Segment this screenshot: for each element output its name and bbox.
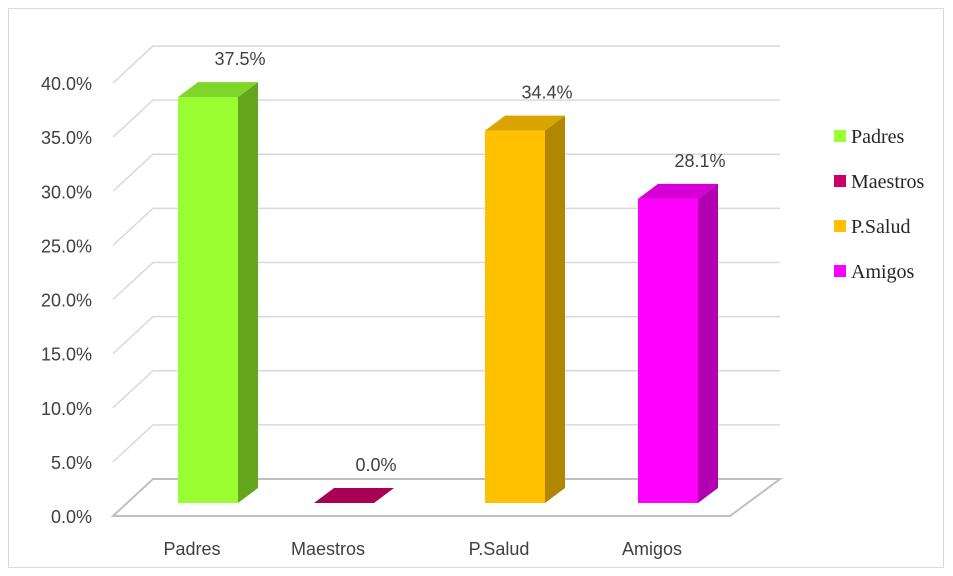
legend-item: Amigos: [834, 261, 915, 283]
y-tick-label: 5.0%: [51, 453, 92, 473]
gridline: [112, 315, 780, 355]
bar-side: [238, 82, 258, 503]
x-tick-label: Maestros: [291, 539, 365, 559]
legend-label: Amigos: [851, 261, 915, 283]
y-tick-label: 0.0%: [51, 507, 92, 527]
bar-maestros: [314, 488, 394, 503]
chart-frame: [8, 8, 944, 568]
legend-label: P.Salud: [851, 216, 910, 238]
bar-p-salud: [485, 115, 565, 504]
data-label: 37.5%: [214, 49, 265, 69]
y-tick-label: 35.0%: [41, 128, 92, 148]
x-tick-label: Padres: [163, 539, 220, 559]
chart-floor: [110, 478, 784, 517]
gridline: [112, 153, 780, 192]
bars: [178, 82, 718, 504]
legend-item: Maestros: [834, 171, 925, 193]
x-tick-label: P.Salud: [469, 539, 530, 559]
legend: Padres Maestros P.Salud Amigos: [834, 126, 925, 283]
data-labels: 37.5% 0.0% 34.4% 28.1%: [214, 49, 725, 475]
bar-front: [178, 97, 238, 503]
gridline: [112, 99, 780, 138]
y-tick-label: 25.0%: [41, 236, 92, 256]
data-label: 34.4%: [521, 83, 572, 103]
legend-item: P.Salud: [834, 216, 910, 238]
y-tick-label: 10.0%: [41, 399, 92, 419]
legend-label: Maestros: [851, 171, 925, 193]
bar-side: [545, 115, 565, 504]
y-tick-label: 15.0%: [41, 345, 92, 365]
bar-front: [485, 130, 545, 503]
y-axis-ticks: 0.0% 5.0% 10.0% 15.0% 20.0% 25.0% 30.0% 35.0% 40…: [41, 74, 92, 527]
floor-outline: [110, 478, 784, 517]
gridlines: [112, 45, 780, 463]
legend-swatch: [834, 175, 846, 187]
legend-item: Padres: [834, 126, 905, 148]
y-tick-label: 40.0%: [41, 74, 92, 94]
bar-padres: [178, 82, 258, 503]
legend-swatch: [834, 220, 846, 232]
gridline: [112, 370, 780, 409]
bar-top: [485, 115, 565, 131]
gridline: [112, 207, 780, 246]
legend-label: Padres: [851, 126, 905, 148]
gridline: [112, 261, 780, 301]
data-label: 28.1%: [674, 151, 725, 171]
bar-side: [698, 183, 718, 503]
bar-top: [178, 82, 258, 98]
x-tick-label: Amigos: [622, 539, 682, 559]
bar-top: [314, 488, 394, 503]
bar-front: [638, 198, 698, 503]
y-tick-label: 30.0%: [41, 182, 92, 202]
bar-top: [638, 183, 718, 199]
gridline: [112, 45, 780, 84]
legend-swatch: [834, 130, 846, 142]
bar-amigos: [638, 183, 718, 503]
gridline: [112, 424, 780, 463]
legend-swatch: [834, 265, 846, 277]
y-tick-label: 20.0%: [41, 291, 92, 311]
x-axis-ticks: Padres Maestros P.Salud Amigos: [163, 539, 682, 559]
data-label: 0.0%: [355, 455, 396, 475]
